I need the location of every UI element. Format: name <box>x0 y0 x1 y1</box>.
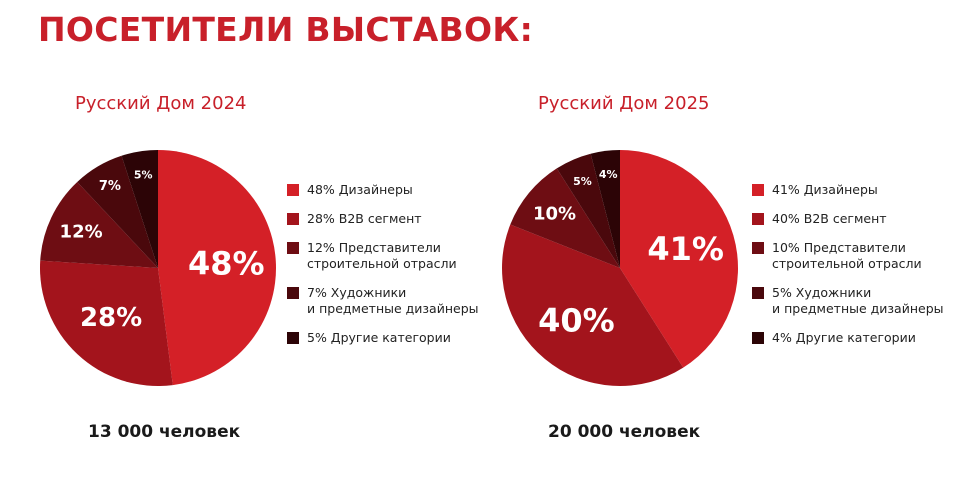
chart-title-2025: Русский Дом 2025 <box>538 93 710 114</box>
pie-slice <box>39 260 173 387</box>
legend-swatch <box>287 332 299 344</box>
pie-chart-2025: 41% 40% 10% 5% 4% <box>502 150 739 386</box>
pie-slice <box>502 224 684 386</box>
legend-swatch <box>287 184 299 196</box>
pie-slice <box>510 168 620 268</box>
pie-slice <box>158 150 277 386</box>
pie-slice-label: 28% <box>80 303 142 333</box>
legend-label: 10% Представители строительной отрасли <box>772 240 922 271</box>
pie-slice-label: 5% <box>134 168 153 181</box>
legend-swatch <box>752 184 764 196</box>
legend-label: 40% B2B сегмент <box>772 211 887 226</box>
legend-swatch <box>752 287 764 299</box>
pie-slice <box>121 150 158 268</box>
pie-slice-label: 4% <box>599 168 618 181</box>
total-visitors-2025: 20 000 человек <box>548 422 701 442</box>
page-title: ПОСЕТИТЕЛИ ВЫСТАВОК: <box>38 10 534 49</box>
legend-item: 10% Представители строительной отрасли <box>752 240 952 272</box>
legend-label: 48% Дизайнеры <box>307 182 413 197</box>
legend-item: 28% B2B сегмент <box>287 211 487 227</box>
legend-item: 5% Художники и предметные дизайнеры <box>752 285 952 317</box>
pie-slice <box>620 150 739 368</box>
pie-slice-label: 48% <box>188 245 265 283</box>
legend-item: 41% Дизайнеры <box>752 182 952 198</box>
chart-title-2024: Русский Дом 2024 <box>75 93 247 114</box>
pie-slice <box>77 155 158 268</box>
legend-label: 5% Другие категории <box>307 330 451 345</box>
legend-item: 40% B2B сегмент <box>752 211 952 227</box>
legend-swatch <box>752 332 764 344</box>
legend-item: 12% Представители строительной отрасли <box>287 240 487 272</box>
pie-slice-label: 40% <box>538 302 615 340</box>
legend-item: 48% Дизайнеры <box>287 182 487 198</box>
pie-slice-label: 5% <box>573 175 592 188</box>
pie-slice <box>40 181 159 268</box>
legend-item: 5% Другие категории <box>287 330 487 346</box>
legend-item: 4% Другие категории <box>752 330 952 346</box>
legend-swatch <box>287 242 299 254</box>
total-visitors-2024: 13 000 человек <box>88 422 241 442</box>
legend-label: 7% Художники и предметные дизайнеры <box>307 285 479 316</box>
pie-slice <box>590 150 620 268</box>
legend-2025: 41% Дизайнеры 40% B2B сегмент 10% Представ… <box>752 182 952 359</box>
pie-slice <box>556 153 620 268</box>
legend-swatch <box>752 242 764 254</box>
legend-label: 5% Художники и предметные дизайнеры <box>772 285 944 316</box>
legend-swatch <box>752 213 764 225</box>
legend-swatch <box>287 213 299 225</box>
legend-item: 7% Художники и предметные дизайнеры <box>287 285 487 317</box>
legend-2024: 48% Дизайнеры 28% B2B сегмент 12% Представ… <box>287 182 487 359</box>
legend-swatch <box>287 287 299 299</box>
legend-label: 41% Дизайнеры <box>772 182 878 197</box>
legend-label: 12% Представители строительной отрасли <box>307 240 457 271</box>
legend-label: 4% Другие категории <box>772 330 916 345</box>
pie-slice-label: 7% <box>99 179 121 194</box>
pie-slice-label: 12% <box>60 221 103 242</box>
legend-label: 28% B2B сегмент <box>307 211 422 226</box>
pie-slice-label: 41% <box>647 230 724 268</box>
pie-slice-label: 10% <box>533 203 576 224</box>
pie-chart-2024: 48% 28% 12% 7% 5% <box>39 150 277 387</box>
